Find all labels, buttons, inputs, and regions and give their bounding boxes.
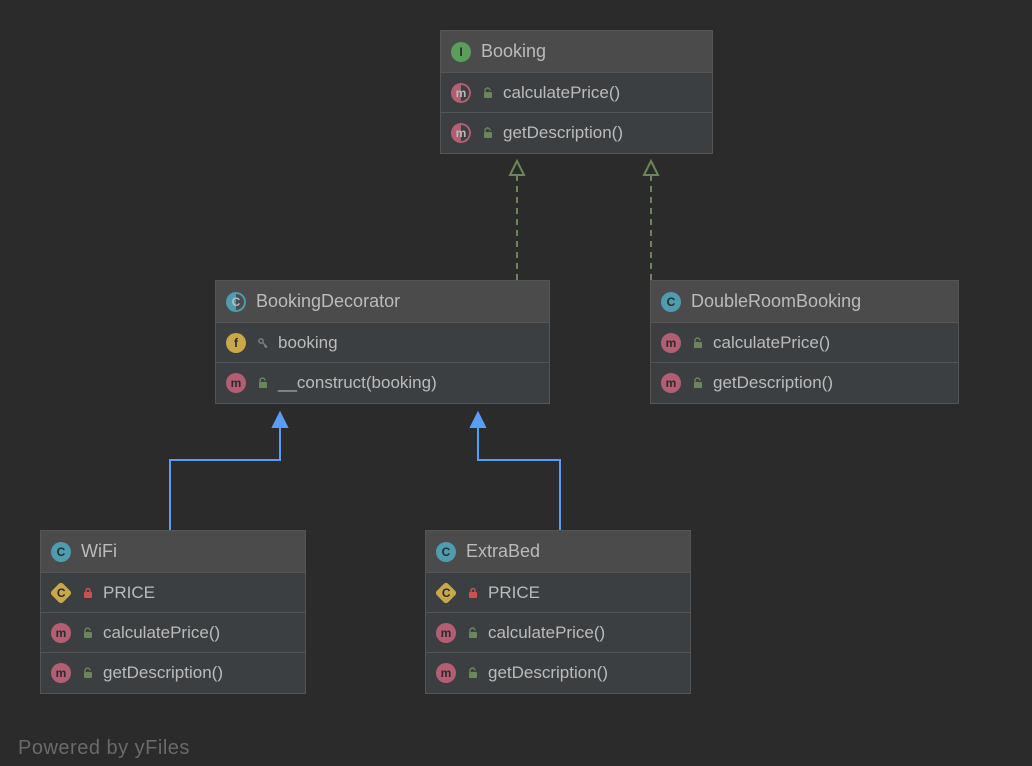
member-label: booking bbox=[278, 333, 338, 353]
method-badge-icon: m bbox=[226, 373, 246, 393]
uml-class-wifi[interactable]: C WiFi C PRICE m calculatePrice() m getDescript… bbox=[40, 530, 306, 694]
method-badge-icon: m bbox=[51, 623, 71, 643]
class-title-row: C ExtraBed bbox=[426, 531, 690, 573]
class-member-row: m __construct(booking) bbox=[216, 363, 549, 403]
unlock-visibility-icon bbox=[81, 667, 95, 679]
member-label: calculatePrice() bbox=[503, 83, 620, 103]
arrowhead-icon bbox=[644, 161, 658, 175]
class-badge-icon: C bbox=[661, 292, 681, 312]
arrowhead-icon bbox=[510, 161, 524, 175]
constant-badge-icon: C bbox=[50, 581, 73, 604]
member-label: PRICE bbox=[103, 583, 155, 603]
unlock-visibility-icon bbox=[466, 667, 480, 679]
member-label: getDescription() bbox=[103, 663, 223, 683]
method-badge-icon: m bbox=[661, 333, 681, 353]
method-badge-icon: m bbox=[51, 663, 71, 683]
class-member-row: m calculatePrice() bbox=[41, 613, 305, 653]
key-visibility-icon bbox=[256, 337, 270, 349]
class-member-row: f booking bbox=[216, 323, 549, 363]
class-member-row: C PRICE bbox=[426, 573, 690, 613]
class-badge-icon: C bbox=[226, 292, 246, 312]
lock-visibility-icon bbox=[81, 587, 95, 599]
class-name-label: Booking bbox=[481, 41, 546, 62]
class-name-label: ExtraBed bbox=[466, 541, 540, 562]
class-member-row: C PRICE bbox=[41, 573, 305, 613]
edge-inheritance bbox=[170, 420, 280, 530]
uml-diagram-canvas: I Booking m calculatePrice() m getDescription… bbox=[0, 0, 1032, 766]
class-title-row: C BookingDecorator bbox=[216, 281, 549, 323]
class-member-row: m getDescription() bbox=[651, 363, 958, 403]
member-label: calculatePrice() bbox=[713, 333, 830, 353]
member-label: getDescription() bbox=[488, 663, 608, 683]
unlock-visibility-icon bbox=[691, 337, 705, 349]
unlock-visibility-icon bbox=[466, 627, 480, 639]
method-badge-icon: m bbox=[451, 123, 471, 143]
method-badge-icon: m bbox=[661, 373, 681, 393]
class-name-label: BookingDecorator bbox=[256, 291, 400, 312]
member-label: getDescription() bbox=[503, 123, 623, 143]
class-member-row: m getDescription() bbox=[441, 113, 712, 153]
class-member-row: m calculatePrice() bbox=[441, 73, 712, 113]
uml-class-booking[interactable]: I Booking m calculatePrice() m getDescription… bbox=[440, 30, 713, 154]
footer-credit: Powered by yFiles bbox=[18, 737, 190, 760]
uml-class-bookingDecorator[interactable]: C BookingDecorator f booking m __construct(bo… bbox=[215, 280, 550, 404]
member-label: calculatePrice() bbox=[488, 623, 605, 643]
member-label: calculatePrice() bbox=[103, 623, 220, 643]
interface-badge-icon: I bbox=[451, 42, 471, 62]
lock-visibility-icon bbox=[466, 587, 480, 599]
arrowhead-icon bbox=[273, 413, 287, 427]
class-name-label: DoubleRoomBooking bbox=[691, 291, 861, 312]
class-badge-icon: C bbox=[51, 542, 71, 562]
class-member-row: m calculatePrice() bbox=[426, 613, 690, 653]
class-title-row: C DoubleRoomBooking bbox=[651, 281, 958, 323]
constant-badge-icon: C bbox=[435, 581, 458, 604]
unlock-visibility-icon bbox=[481, 127, 495, 139]
class-name-label: WiFi bbox=[81, 541, 117, 562]
method-badge-icon: m bbox=[451, 83, 471, 103]
member-label: __construct(booking) bbox=[278, 373, 437, 393]
unlock-visibility-icon bbox=[256, 377, 270, 389]
uml-class-extraBed[interactable]: C ExtraBed C PRICE m calculatePrice() m getDesc… bbox=[425, 530, 691, 694]
unlock-visibility-icon bbox=[481, 87, 495, 99]
class-member-row: m calculatePrice() bbox=[651, 323, 958, 363]
unlock-visibility-icon bbox=[81, 627, 95, 639]
class-member-row: m getDescription() bbox=[426, 653, 690, 693]
uml-class-doubleRoomBooking[interactable]: C DoubleRoomBooking m calculatePrice() m getD… bbox=[650, 280, 959, 404]
arrowhead-icon bbox=[471, 413, 485, 427]
class-title-row: C WiFi bbox=[41, 531, 305, 573]
method-badge-icon: m bbox=[436, 623, 456, 643]
member-label: PRICE bbox=[488, 583, 540, 603]
class-member-row: m getDescription() bbox=[41, 653, 305, 693]
member-label: getDescription() bbox=[713, 373, 833, 393]
class-title-row: I Booking bbox=[441, 31, 712, 73]
method-badge-icon: m bbox=[436, 663, 456, 683]
edge-inheritance bbox=[478, 420, 560, 530]
field-badge-icon: f bbox=[226, 333, 246, 353]
class-badge-icon: C bbox=[436, 542, 456, 562]
unlock-visibility-icon bbox=[691, 377, 705, 389]
